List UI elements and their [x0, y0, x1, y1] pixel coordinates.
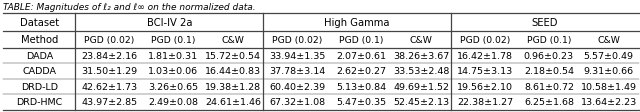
Text: 15.72±0.54: 15.72±0.54 [205, 51, 261, 60]
Text: PGD (0.1): PGD (0.1) [527, 35, 571, 44]
Text: SEED: SEED [532, 17, 558, 27]
Text: 37.78±3.14: 37.78±3.14 [269, 67, 325, 76]
Text: 3.26±0.65: 3.26±0.65 [148, 82, 198, 91]
Text: 1.03±0.06: 1.03±0.06 [148, 67, 198, 76]
Text: 16.42±1.78: 16.42±1.78 [457, 51, 513, 60]
Text: 2.62±0.27: 2.62±0.27 [336, 67, 386, 76]
Text: Dataset: Dataset [20, 17, 59, 27]
Text: 10.58±1.49: 10.58±1.49 [580, 82, 637, 91]
Text: PGD (0.1): PGD (0.1) [151, 35, 196, 44]
Text: 9.31±0.66: 9.31±0.66 [584, 67, 634, 76]
Text: 24.61±1.46: 24.61±1.46 [205, 98, 261, 107]
Text: 42.62±1.73: 42.62±1.73 [81, 82, 138, 91]
Text: 1.81±0.31: 1.81±0.31 [148, 51, 198, 60]
Text: C&W: C&W [597, 35, 620, 44]
Text: 23.84±2.16: 23.84±2.16 [81, 51, 138, 60]
Text: 2.18±0.54: 2.18±0.54 [524, 67, 574, 76]
Text: CADDA: CADDA [22, 67, 56, 76]
Text: 43.97±2.85: 43.97±2.85 [81, 98, 138, 107]
Text: 5.47±0.35: 5.47±0.35 [336, 98, 386, 107]
Text: DRD-LD: DRD-LD [20, 82, 58, 91]
Text: 13.64±2.23: 13.64±2.23 [580, 98, 637, 107]
Text: 0.96±0.23: 0.96±0.23 [524, 51, 574, 60]
Text: PGD (0.1): PGD (0.1) [339, 35, 383, 44]
Text: 5.57±0.49: 5.57±0.49 [584, 51, 634, 60]
Text: High Gamma: High Gamma [324, 17, 390, 27]
Text: 33.53±2.48: 33.53±2.48 [393, 67, 449, 76]
Text: 31.50±1.29: 31.50±1.29 [81, 67, 138, 76]
Text: Method: Method [20, 35, 58, 45]
Text: C&W: C&W [222, 35, 244, 44]
Text: 14.75±3.13: 14.75±3.13 [457, 67, 513, 76]
Text: PGD (0.02): PGD (0.02) [84, 35, 134, 44]
Text: PGD (0.02): PGD (0.02) [272, 35, 323, 44]
Text: PGD (0.02): PGD (0.02) [460, 35, 510, 44]
Text: 22.38±1.27: 22.38±1.27 [457, 98, 513, 107]
Text: 19.56±2.10: 19.56±2.10 [457, 82, 513, 91]
Text: 19.38±1.28: 19.38±1.28 [205, 82, 261, 91]
Text: 38.26±3.67: 38.26±3.67 [393, 51, 449, 60]
Text: BCI-IV 2a: BCI-IV 2a [147, 17, 192, 27]
Text: 33.94±1.35: 33.94±1.35 [269, 51, 325, 60]
Text: 52.45±2.13: 52.45±2.13 [393, 98, 449, 107]
Text: 8.61±0.72: 8.61±0.72 [524, 82, 574, 91]
Text: 16.44±0.83: 16.44±0.83 [205, 67, 261, 76]
Text: 60.40±2.39: 60.40±2.39 [269, 82, 325, 91]
Text: 67.32±1.08: 67.32±1.08 [269, 98, 325, 107]
Text: TABLE: Magnitudes of ℓ₂ and ℓ∞ on the normalized data.: TABLE: Magnitudes of ℓ₂ and ℓ∞ on the no… [3, 3, 256, 12]
Text: DRD-HMC: DRD-HMC [16, 98, 63, 107]
Text: 5.13±0.84: 5.13±0.84 [336, 82, 386, 91]
Text: DADA: DADA [26, 51, 53, 60]
Text: 6.25±1.68: 6.25±1.68 [524, 98, 574, 107]
Text: C&W: C&W [410, 35, 433, 44]
Text: 49.69±1.52: 49.69±1.52 [393, 82, 449, 91]
Text: 2.07±0.61: 2.07±0.61 [336, 51, 386, 60]
Text: 2.49±0.08: 2.49±0.08 [148, 98, 198, 107]
